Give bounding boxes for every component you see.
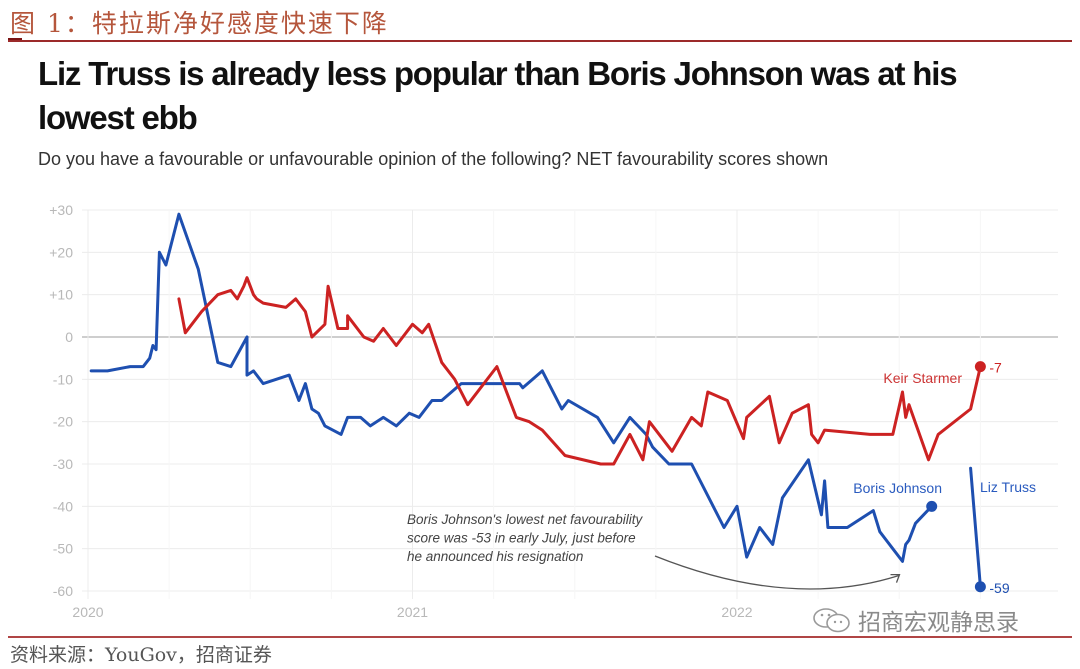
keir-starmer-line xyxy=(177,276,982,466)
x-tick-label: 2021 xyxy=(397,604,428,620)
boris-johnson-end-marker xyxy=(926,500,938,512)
y-tick-label: +20 xyxy=(49,244,73,260)
liz-truss-legend-label: Liz Truss xyxy=(980,479,1036,495)
arrowhead-icon xyxy=(890,573,901,583)
series-group xyxy=(89,212,986,593)
x-axis-ticks: 2020 2021 2022 xyxy=(72,604,752,620)
y-tick-label: +10 xyxy=(49,287,73,303)
keir-starmer-end-value-label: -7 xyxy=(989,360,1002,376)
liz-truss-end-marker xyxy=(974,581,986,593)
annotation-text-line: he announced his resignation xyxy=(407,549,583,564)
x-tick-label: 2020 xyxy=(72,604,103,620)
annotation-text-line: score was -53 in early July, just before xyxy=(407,531,636,546)
wechat-icon xyxy=(812,606,852,634)
chart-title: Liz Truss is already less popular than B… xyxy=(38,55,958,136)
boris-johnson-legend-label: Boris Johnson xyxy=(853,480,942,496)
source-rule xyxy=(8,636,1072,638)
liz-truss-line xyxy=(969,466,982,589)
x-tick-label: 2022 xyxy=(721,604,752,620)
boris-johnson-line xyxy=(89,212,934,563)
source-note: 资料来源：YouGov，招商证券 xyxy=(10,644,272,666)
watermark-text: 招商宏观静思录 xyxy=(858,610,1019,636)
caption-rule xyxy=(8,40,1072,42)
y-tick-label: -50 xyxy=(53,541,73,557)
annotation-arrow xyxy=(654,555,899,590)
gridlines xyxy=(82,209,1058,599)
y-tick-label: 0 xyxy=(65,329,73,345)
y-tick-label: -40 xyxy=(53,498,73,514)
keir-starmer-end-marker xyxy=(974,361,986,373)
keir-starmer-legend-label: Keir Starmer xyxy=(883,370,962,386)
liz-truss-end-value-label: -59 xyxy=(989,580,1009,596)
y-tick-label: +30 xyxy=(49,202,73,218)
y-tick-label: -20 xyxy=(53,414,73,430)
y-tick-label: -60 xyxy=(53,583,73,599)
chart-subtitle: Do you have a favourable or unfavourable… xyxy=(38,149,829,169)
annotation-text-line: Boris Johnson's lowest net favourability xyxy=(407,512,643,527)
figure-caption: 图 1：特拉斯净好感度快速下降 xyxy=(10,9,389,38)
y-axis-ticks: +30 +20 +10 0 -10 -20 -30 -40 -50 -60 xyxy=(49,202,73,599)
watermark: 招商宏观静思录 xyxy=(812,603,1019,637)
y-tick-label: -10 xyxy=(53,371,73,387)
y-tick-label: -30 xyxy=(53,456,73,472)
series-labels: -7 -59 Keir Starmer Boris Johnson Liz Truss xyxy=(853,360,1036,596)
annotation-group: Boris Johnson's lowest net favourability… xyxy=(407,512,901,590)
